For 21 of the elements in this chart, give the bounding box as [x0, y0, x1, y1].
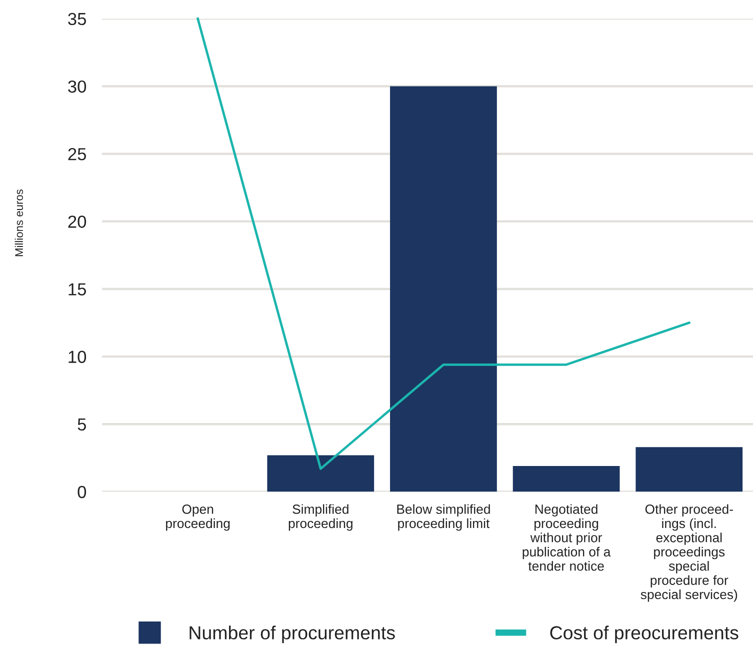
bar [636, 447, 743, 492]
y-tick-label: 20 [68, 216, 86, 228]
bar [512, 466, 620, 492]
y-axis-title: Millions euros [14, 189, 23, 256]
line-series [196, 18, 690, 470]
x-tick-label: Simplified proceeding [288, 504, 352, 531]
bar [267, 455, 374, 492]
y-tick-label: 25 [68, 148, 86, 160]
legend-label: Number of procurements [190, 626, 395, 644]
y-tick-label: 30 [68, 80, 86, 93]
y-tick-label: 5 [78, 418, 86, 431]
x-tick-label: Other proceed- ings (incl. exceptional proceedings special procedure for special services) [640, 504, 738, 602]
legend-label: Cost of preocurements [550, 626, 738, 644]
y-tick-label: 0 [78, 486, 86, 498]
y-tick-label: 35 [68, 12, 86, 26]
bar [390, 86, 497, 492]
y-tick-label: 10 [68, 350, 86, 364]
x-tick-label: Open proceeding [166, 504, 230, 531]
x-tick-label: Negotiated proceeding without prior publication of a tender notice [522, 504, 611, 571]
y-tick-label: 15 [68, 283, 86, 296]
x-tick-label: Below simplified proceeding limit [397, 504, 490, 531]
